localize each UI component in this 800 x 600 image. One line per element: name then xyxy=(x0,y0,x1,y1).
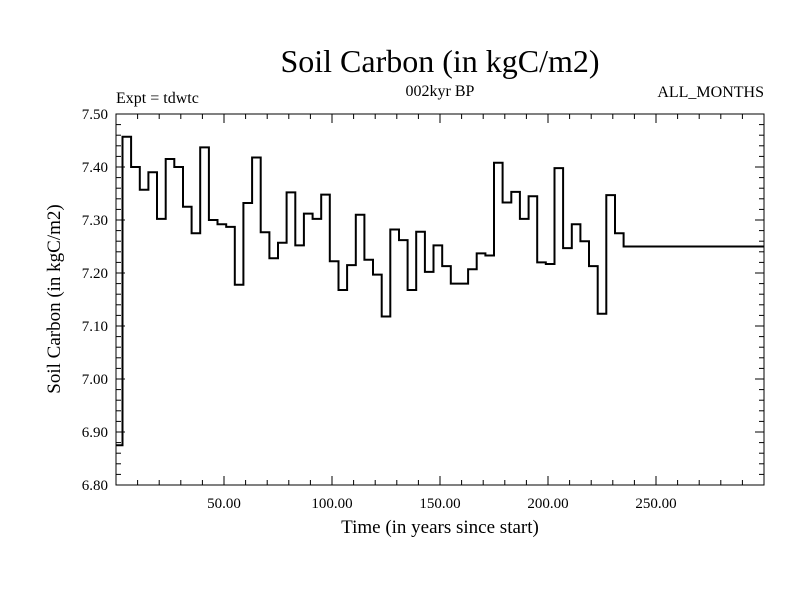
y-tick-label: 7.40 xyxy=(82,160,108,176)
series-line-soil-carbon xyxy=(116,135,764,447)
x-tick-label: 100.00 xyxy=(311,496,352,512)
x-tick-label: 200.00 xyxy=(527,496,568,512)
x-tick-label: 150.00 xyxy=(419,496,460,512)
chart-title: Soil Carbon (in kgC/m2) xyxy=(280,43,599,79)
x-tick-label: 50.00 xyxy=(207,496,241,512)
y-tick-label: 7.50 xyxy=(82,107,108,123)
chart-subtitle: 002kyr BP xyxy=(406,83,475,100)
plot-frame xyxy=(115,113,765,486)
x-axis: 50.00 100.00 150.00 200.00 250.00 xyxy=(137,114,743,512)
y-axis-title: Soil Carbon (in kgC/m2) xyxy=(44,204,65,393)
y-tick-label: 7.30 xyxy=(82,213,108,229)
x-axis-title: Time (in years since start) xyxy=(341,517,539,538)
y-tick-label: 7.10 xyxy=(82,319,108,335)
y-tick-label: 7.20 xyxy=(82,266,108,282)
y-axis: 6.80 6.90 7.00 7.10 7.20 7.30 7.40 7.50 xyxy=(82,107,764,494)
y-tick-label: 6.80 xyxy=(82,478,108,494)
y-tick-label: 6.90 xyxy=(82,425,108,441)
experiment-label: Expt = tdwtc xyxy=(116,90,199,107)
y-tick-label: 7.00 xyxy=(82,372,108,388)
x-tick-label: 250.00 xyxy=(635,496,676,512)
months-label: ALL_MONTHS xyxy=(657,84,764,101)
